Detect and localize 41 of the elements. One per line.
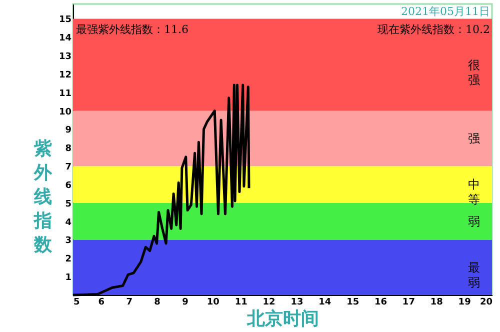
x-tick-label: 20 — [480, 298, 492, 308]
y-tick-label: 3 — [65, 236, 72, 246]
y-tick-label: 13 — [58, 52, 72, 62]
band-label: 很强 — [468, 58, 480, 87]
y-tick-label: 6 — [65, 180, 72, 191]
annotation: 现在紫外线指数：10.2 — [378, 23, 490, 36]
y-tick-label: 8 — [65, 144, 72, 154]
y-tick-label: 11 — [58, 88, 72, 99]
band-label: 弱 — [468, 214, 480, 228]
x-tick-label: 10 — [206, 298, 220, 308]
x-tick-label: 14 — [318, 298, 332, 308]
y-tick-label: 12 — [58, 70, 72, 80]
y-tick-label: 10 — [58, 107, 72, 118]
x-axis-title: 北京时间 — [246, 308, 319, 330]
y-tick-label: 14 — [58, 34, 72, 44]
band-label: 中等 — [468, 177, 480, 206]
x-tick-label: 5 — [74, 298, 80, 308]
x-tick-label: 17 — [402, 298, 415, 308]
x-tick-label: 19 — [458, 298, 471, 308]
band-label: 强 — [468, 131, 480, 146]
y-tick-label: 7 — [65, 162, 72, 173]
y-tick-label: 5 — [65, 199, 72, 210]
y-tick-label: 15 — [58, 15, 72, 26]
x-tick-label: 15 — [346, 298, 360, 308]
x-tick-label: 18 — [430, 298, 443, 308]
annotation: 最强紫外线指数：11.6 — [76, 23, 188, 36]
x-tick-label: 8 — [154, 298, 160, 308]
x-tick-label: 7 — [126, 298, 132, 308]
y-tick-label: 9 — [65, 126, 72, 136]
y-axis-title: 紫外线指数 — [33, 138, 53, 256]
x-tick-label: 16 — [374, 298, 388, 308]
x-tick-label: 11 — [234, 298, 248, 308]
x-tick-label: 13 — [290, 298, 304, 308]
annotation: 2021年05月11日 — [401, 5, 490, 18]
x-tick-label: 12 — [262, 298, 276, 308]
y-tick-label: 4 — [65, 218, 72, 228]
band-label: 最弱 — [468, 260, 480, 290]
y-tick-label: 1 — [65, 273, 72, 284]
x-tick-label: 9 — [182, 298, 188, 308]
x-tick-label: 6 — [98, 298, 105, 308]
y-tick-label: 2 — [65, 254, 72, 265]
